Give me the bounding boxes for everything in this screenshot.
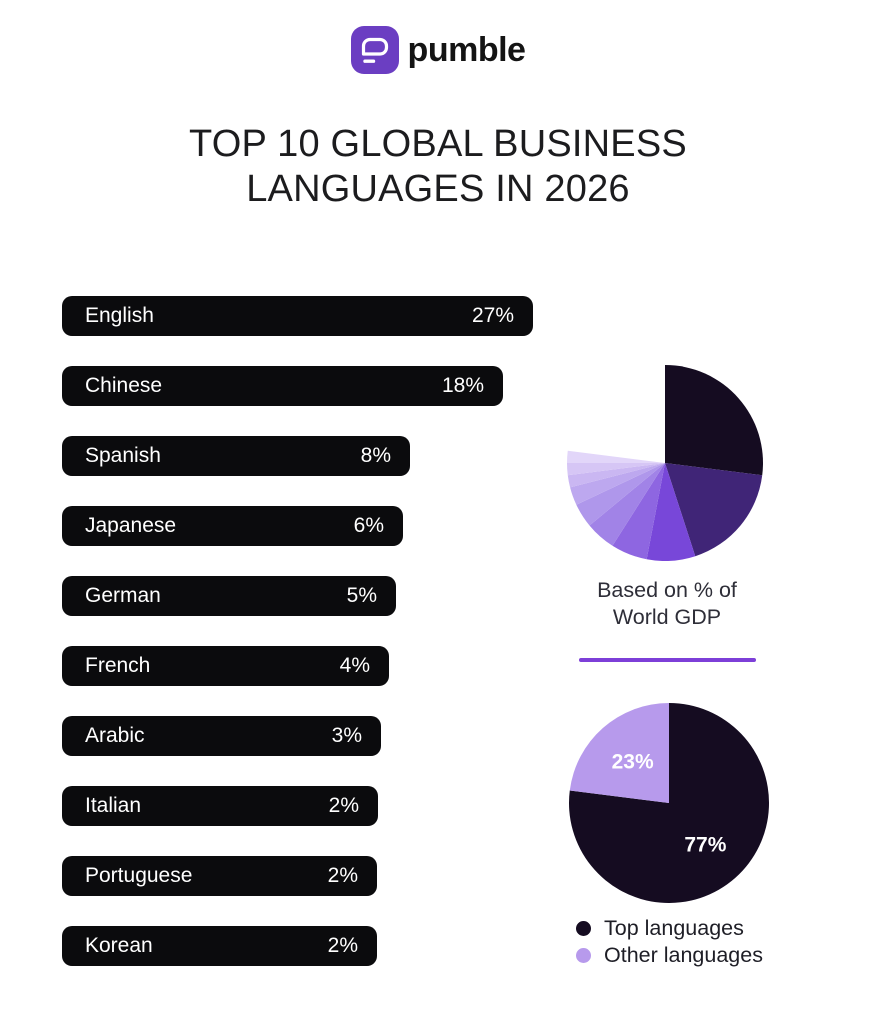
- bar-language-label: French: [85, 654, 151, 677]
- title-line-2: LANGUAGES IN 2026: [246, 168, 630, 210]
- legend-item-top-languages: Top languages: [576, 915, 763, 942]
- pie-slice-japanese: [612, 463, 665, 560]
- pie-slice-portuguese: [567, 463, 665, 476]
- bar-row-english: English 27%: [62, 296, 533, 336]
- bar-language-label: Spanish: [85, 444, 161, 467]
- divider-line: [579, 658, 756, 662]
- pie-slice-italian: [567, 463, 665, 488]
- legend-dot-top-languages: [576, 921, 591, 936]
- pie-value-label-top-languages: 77%: [684, 833, 726, 856]
- bar-row-portuguese: Portuguese 2%: [62, 856, 377, 896]
- gdp-caption-line-1: Based on % of: [597, 578, 737, 602]
- legend-label-other-languages: Other languages: [604, 943, 763, 967]
- bar-row-spanish: Spanish 8%: [62, 436, 410, 476]
- title-line-1: TOP 10 GLOBAL BUSINESS: [189, 123, 687, 165]
- bar-language-label: Chinese: [85, 374, 163, 397]
- legend-dot-other-languages: [576, 948, 591, 963]
- bar-language-label: English: [85, 304, 154, 327]
- bar-language-label: Korean: [85, 934, 153, 957]
- pumble-logo: pumble: [0, 26, 876, 74]
- pie-slice-english: [665, 365, 763, 476]
- bar-percent-value: 3%: [331, 724, 362, 747]
- gdp-pie-chart: [567, 365, 763, 561]
- pie-slice-spanish: [646, 463, 696, 561]
- pie-slice-arabic: [570, 463, 665, 505]
- page-title: TOP 10 GLOBAL BUSINESS LANGUAGES IN 2026: [0, 122, 876, 212]
- bar-percent-value: 2%: [327, 864, 358, 887]
- pie-slice-french: [576, 463, 665, 526]
- bar-language-label: Portuguese: [85, 864, 193, 887]
- bar-percent-value: 5%: [346, 584, 377, 607]
- bar-percent-value: 4%: [339, 654, 370, 677]
- bar-language-label: Arabic: [85, 724, 145, 747]
- bar-percent-value: 8%: [360, 444, 391, 467]
- language-bar-chart: English 27% Chinese 18% Spanish 8% Japanese 6% G…: [62, 296, 542, 996]
- bar-percent-value: 2%: [328, 794, 359, 817]
- bar-row-chinese: Chinese 18%: [62, 366, 503, 406]
- bar-percent-value: 2%: [327, 934, 358, 957]
- gdp-caption-line-2: World GDP: [612, 605, 722, 629]
- bar-row-german: German 5%: [62, 576, 396, 616]
- bar-row-japanese: Japanese 6%: [62, 506, 403, 546]
- legend-item-other-languages: Other languages: [576, 942, 763, 969]
- bar-percent-value: 18%: [441, 374, 484, 397]
- pie-slice-german: [589, 463, 665, 546]
- bar-percent-value: 6%: [353, 514, 384, 537]
- bar-row-korean: Korean 2%: [62, 926, 377, 966]
- pumble-chat-bubble-icon: [350, 26, 399, 74]
- bar-row-italian: Italian 2%: [62, 786, 378, 826]
- bar-row-arabic: Arabic 3%: [62, 716, 381, 756]
- bar-percent-value: 27%: [471, 304, 514, 327]
- legend: Top languages Other languages: [576, 915, 763, 969]
- bar-language-label: German: [85, 584, 161, 607]
- gdp-pie-caption: Based on % of World GDP: [557, 577, 777, 631]
- top-vs-other-pie-chart: 77% 23%: [569, 703, 769, 903]
- legend-label-top-languages: Top languages: [604, 916, 744, 940]
- pie-slice-chinese: [665, 463, 763, 557]
- bar-language-label: Italian: [85, 794, 142, 817]
- pumble-wordmark: pumble: [407, 30, 526, 69]
- bar-row-french: French 4%: [62, 646, 389, 686]
- bar-language-label: Japanese: [85, 514, 177, 537]
- pie-slice-other-languages: [569, 703, 669, 803]
- pie-slice-korean: [567, 450, 665, 463]
- pie-value-label-other-languages: 23%: [612, 751, 654, 774]
